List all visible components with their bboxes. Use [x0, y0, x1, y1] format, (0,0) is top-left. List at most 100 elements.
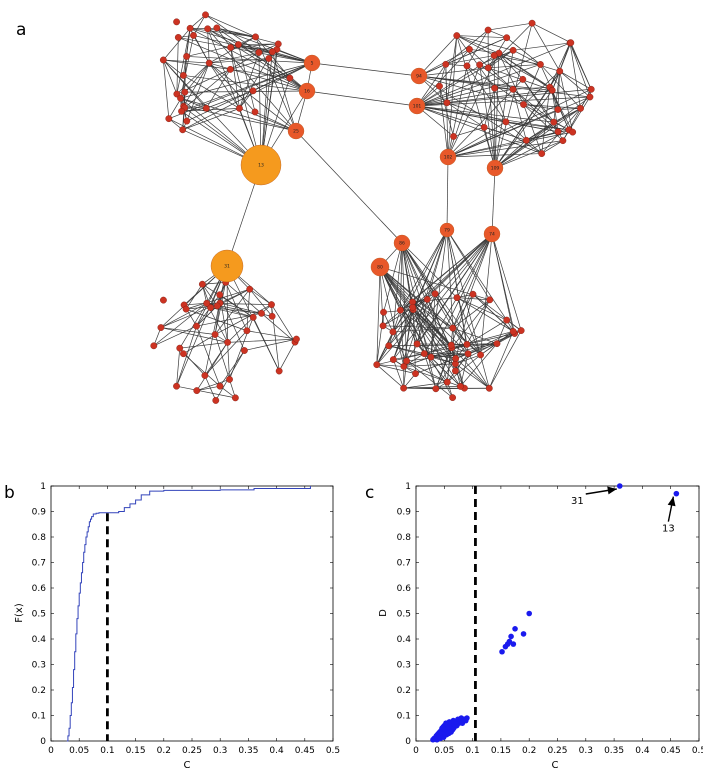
network-edge [181, 56, 187, 112]
network-edge [569, 42, 591, 98]
network-edge [180, 62, 313, 99]
network-node [427, 353, 435, 361]
network-edge [189, 27, 308, 92]
network-edge [456, 35, 495, 89]
network-node [522, 136, 530, 144]
network-node [182, 305, 190, 313]
network-node [577, 104, 584, 112]
network-edge [439, 64, 447, 87]
network-edge [376, 364, 404, 367]
network-node [485, 384, 493, 392]
network-node [173, 18, 180, 26]
network-node-label: 86 [399, 241, 405, 247]
network-edge [180, 97, 297, 132]
network-edge [406, 360, 448, 383]
panel-a-label: a [16, 20, 26, 40]
cdf-y-tick-label: 0.1 [32, 712, 46, 722]
network-node [449, 324, 457, 332]
network-edge [204, 342, 228, 376]
network-node [502, 118, 510, 126]
network-edge [466, 299, 491, 345]
network-edge [446, 35, 458, 103]
scatter-x-ticks: 0 0.05 0.1 0.15 0.2 0.25 0.3 0.35 0.4 0.45 0.5 [413, 486, 703, 756]
network-edge [183, 105, 297, 132]
cdf-y-tick-label: 0.8 [32, 533, 47, 543]
network-node [423, 295, 431, 303]
network-node [231, 394, 239, 402]
network-node [190, 32, 197, 39]
network-edge [452, 294, 474, 329]
cdf-y-tick-label: 0 [40, 737, 46, 747]
network-node [403, 357, 411, 365]
cdf-x-tick-label: 0.45 [295, 746, 315, 756]
scatter-x-tick-label: 0.05 [434, 746, 454, 756]
network-edge [487, 67, 496, 169]
network-edges [153, 14, 592, 401]
scatter-y-tick-label: 0.3 [397, 661, 411, 671]
network-node [249, 313, 257, 321]
network-edge [400, 229, 448, 311]
network-node [252, 33, 259, 41]
network-edge [176, 385, 236, 399]
network-edge [163, 59, 231, 70]
network-edge [376, 364, 404, 389]
network-edge [430, 343, 498, 358]
network-edge [376, 353, 425, 365]
network-hub-node [210, 249, 244, 283]
network-edge [379, 266, 405, 367]
cdf-x-tick-label: 0.25 [182, 746, 202, 756]
network-node [379, 322, 387, 330]
scatter-point [512, 626, 518, 632]
network-edge [456, 233, 493, 298]
network-node [183, 117, 191, 125]
network-edge [479, 64, 496, 169]
scatter-x-tick-label: 0.4 [635, 746, 650, 756]
network-edge [416, 49, 470, 107]
network-node [447, 341, 455, 349]
scatter-y-tick-label: 0.8 [397, 533, 412, 543]
network-edge [494, 90, 553, 169]
network-node [201, 372, 209, 379]
network-edge [196, 385, 221, 391]
cdf-plot-frame [50, 485, 334, 742]
network-edge [403, 386, 461, 389]
network-node [486, 296, 494, 304]
network-edge [207, 28, 297, 132]
network-node [466, 45, 473, 53]
scatter-annotation-label: 13 [662, 524, 675, 535]
network-node [241, 347, 248, 354]
scatter-point [510, 641, 517, 647]
network-edge [447, 140, 563, 158]
network-node [509, 328, 517, 335]
network-edge [445, 55, 495, 65]
network-edge [185, 308, 248, 332]
scatter-point [499, 648, 505, 655]
network-node [463, 62, 471, 70]
network-node [443, 99, 451, 107]
network-edge [208, 62, 256, 113]
network-node [480, 123, 488, 131]
network-edge [193, 35, 210, 64]
network-edge [403, 356, 432, 367]
network-hub-node [240, 144, 282, 186]
network-edge [416, 52, 500, 107]
network-node [212, 397, 220, 404]
cdf-x-tick-label: 0.15 [126, 746, 146, 756]
network-edge [216, 27, 256, 38]
network-hub-node [298, 82, 316, 100]
network-node [174, 34, 182, 41]
network-node [397, 306, 404, 314]
network-node [556, 67, 564, 75]
network-node [178, 107, 185, 115]
network-edge [215, 350, 245, 401]
scatter-point [508, 633, 514, 640]
network-node [463, 341, 471, 348]
network-edge [447, 35, 458, 158]
network-edge [178, 37, 308, 92]
network-node [159, 56, 167, 64]
network-edge [209, 62, 308, 92]
scatter-y-tick-label: 0.1 [397, 712, 411, 722]
network-edge [238, 44, 313, 64]
network-edge [456, 297, 514, 332]
scatter-point [520, 631, 527, 637]
